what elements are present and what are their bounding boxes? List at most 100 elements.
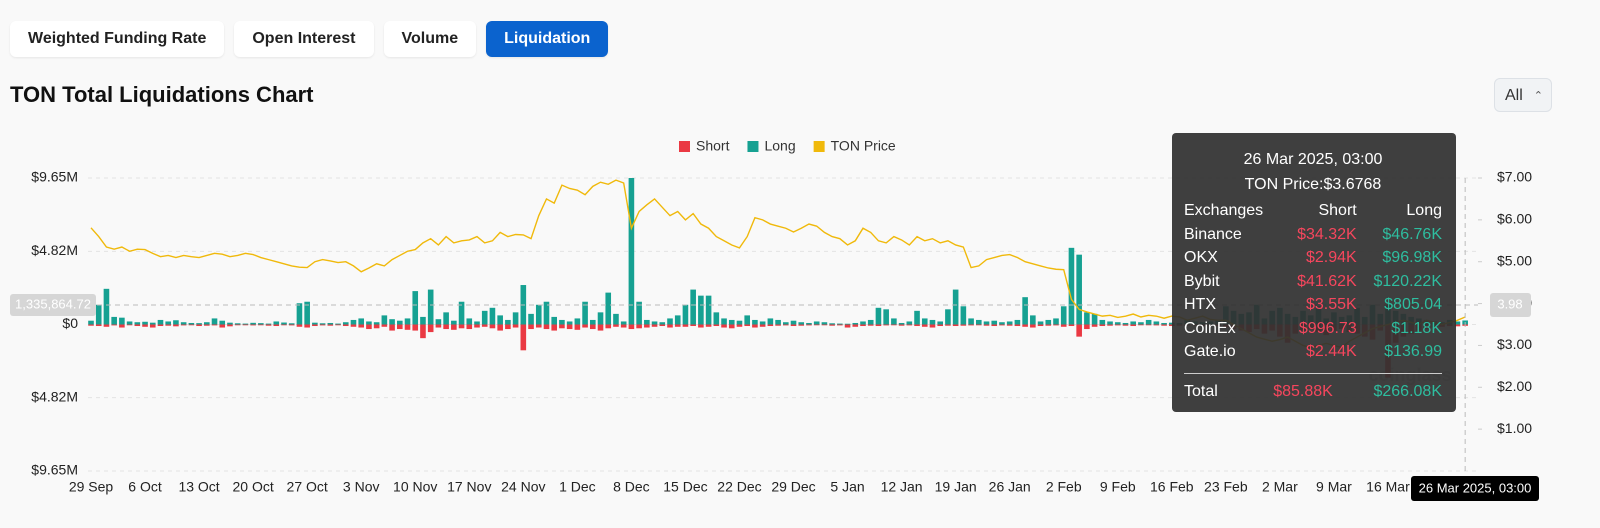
tooltip-price: TON Price:$3.6768	[1244, 176, 1382, 193]
bar	[397, 320, 403, 325]
bar	[1122, 324, 1129, 326]
bar	[451, 320, 457, 325]
bar	[744, 315, 750, 325]
bar	[412, 324, 419, 331]
tab[interactable]: Open Interest	[234, 21, 374, 57]
bar	[875, 324, 882, 327]
bar	[88, 320, 94, 325]
bar	[806, 324, 812, 326]
bar	[458, 324, 465, 329]
bar	[505, 324, 511, 330]
bar	[142, 321, 148, 325]
crosshair-x-box	[1411, 476, 1539, 501]
tab[interactable]: Liquidation	[486, 21, 609, 57]
tooltip-row: CoinEx $996.73 $1.18K	[1184, 317, 1442, 341]
bar	[705, 295, 712, 325]
bar	[373, 322, 380, 325]
bar	[512, 312, 519, 325]
bar	[999, 322, 1005, 325]
tab[interactable]: Weighted Funding Rate	[10, 21, 225, 57]
bar	[543, 324, 550, 330]
bar	[736, 320, 743, 325]
tooltip-total: Total $85.88K $266.08K	[1184, 380, 1442, 404]
bar	[397, 324, 403, 330]
bar	[798, 324, 805, 326]
bar	[783, 322, 789, 325]
bar	[211, 324, 218, 326]
bar	[852, 324, 859, 327]
tooltip-divider	[1184, 372, 1442, 374]
bar	[620, 324, 627, 328]
bar	[535, 324, 542, 328]
bar	[636, 301, 642, 325]
bar	[103, 324, 110, 327]
bar	[149, 324, 156, 328]
bar	[296, 303, 303, 325]
bar	[921, 318, 928, 325]
bar	[481, 324, 488, 327]
bar	[466, 324, 473, 330]
bar	[821, 324, 828, 326]
bar	[304, 324, 310, 328]
bar	[126, 321, 133, 325]
bar	[628, 178, 635, 325]
x-tick-label: 22 Dec	[717, 479, 761, 495]
bar	[883, 324, 889, 326]
bar	[119, 324, 125, 328]
y-tick-label: $9.65M	[31, 462, 78, 478]
bar	[451, 324, 457, 330]
bar	[157, 324, 164, 327]
bar	[867, 324, 874, 326]
bar	[327, 322, 334, 325]
x-tick-label: 8 Dec	[613, 479, 650, 495]
bar	[721, 324, 727, 328]
bar	[1145, 319, 1152, 325]
bar	[1022, 297, 1028, 325]
range-value: All	[1505, 87, 1523, 104]
bar	[1037, 324, 1044, 327]
tooltip-table: Exchanges Short Long Binance $34.32K $46.76K O…	[1184, 199, 1442, 364]
bar	[188, 324, 195, 326]
tooltip-total-row: Total $85.88K $266.08K	[1184, 380, 1442, 404]
bar	[682, 304, 689, 325]
bar	[466, 318, 473, 325]
tooltip-cell: $136.99	[1384, 343, 1442, 360]
y-tick-label: $0	[62, 315, 78, 331]
bar	[180, 322, 187, 325]
bar	[227, 322, 233, 325]
tooltip-title: 26 Mar 2025, 03:00	[1243, 151, 1383, 168]
bar	[420, 324, 426, 339]
range-select[interactable]: All ⌃	[1494, 78, 1552, 112]
bar	[1076, 254, 1082, 325]
bar	[258, 324, 264, 326]
bar	[674, 315, 681, 325]
bar	[651, 321, 658, 325]
bar	[728, 324, 735, 329]
bar	[474, 324, 480, 328]
bar	[690, 289, 696, 325]
x-tick-label: 29 Sep	[69, 479, 114, 495]
bar	[1161, 324, 1167, 326]
tooltip-cell: OKX	[1184, 249, 1218, 266]
bar	[945, 309, 951, 325]
y2-tick-label: $5.00	[1497, 252, 1532, 268]
crosshair-y2-label: 3.98	[1497, 296, 1522, 311]
tooltip-row: HTX $3.55K $805.04	[1184, 293, 1442, 317]
bar	[389, 319, 395, 325]
bar	[613, 313, 619, 325]
tab[interactable]: Volume	[383, 21, 477, 57]
bar	[342, 322, 349, 325]
bar	[312, 324, 318, 327]
tooltip: 26 Mar 2025, 03:00 TON Price:$3.6768 Exc…	[1172, 133, 1456, 412]
bar	[1084, 324, 1090, 330]
tooltip-cell: $3.55K	[1306, 296, 1357, 313]
bar	[103, 288, 110, 325]
x-tick-label: 23 Feb	[1204, 479, 1248, 495]
bar	[790, 320, 797, 325]
bar	[837, 323, 843, 325]
bar	[342, 324, 349, 327]
bar	[1099, 319, 1106, 325]
bar	[906, 324, 913, 326]
tooltip-cell: Total	[1184, 382, 1218, 400]
bar	[690, 324, 696, 327]
